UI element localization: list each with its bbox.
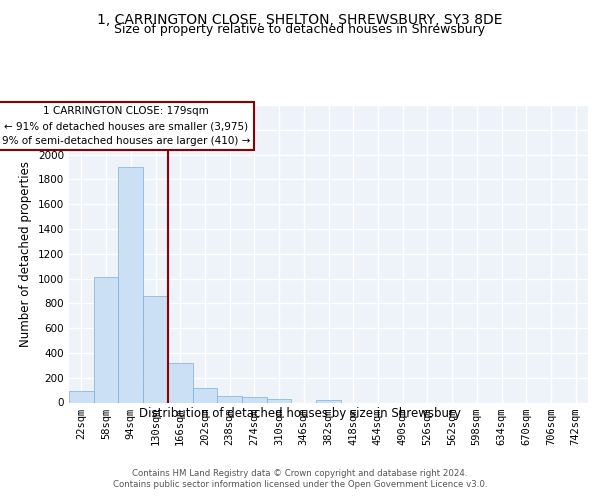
Bar [193, 388, 217, 402]
Y-axis label: Number of detached properties: Number of detached properties [19, 161, 32, 347]
Bar [316, 400, 341, 402]
Bar [118, 167, 143, 402]
Text: 1, CARRINGTON CLOSE, SHELTON, SHREWSBURY, SY3 8DE: 1, CARRINGTON CLOSE, SHELTON, SHREWSBURY… [97, 12, 503, 26]
Bar [143, 296, 168, 403]
Text: 1 CARRINGTON CLOSE: 179sqm
← 91% of detached houses are smaller (3,975)
9% of se: 1 CARRINGTON CLOSE: 179sqm ← 91% of deta… [2, 106, 250, 146]
Bar [94, 278, 118, 402]
Text: Contains HM Land Registry data © Crown copyright and database right 2024.: Contains HM Land Registry data © Crown c… [132, 469, 468, 478]
Bar [168, 364, 193, 403]
Bar [69, 392, 94, 402]
Bar [267, 400, 292, 402]
Text: Distribution of detached houses by size in Shrewsbury: Distribution of detached houses by size … [139, 408, 461, 420]
Text: Size of property relative to detached houses in Shrewsbury: Size of property relative to detached ho… [115, 22, 485, 36]
Text: Contains public sector information licensed under the Open Government Licence v3: Contains public sector information licen… [113, 480, 487, 489]
Bar [242, 397, 267, 402]
Bar [217, 396, 242, 402]
